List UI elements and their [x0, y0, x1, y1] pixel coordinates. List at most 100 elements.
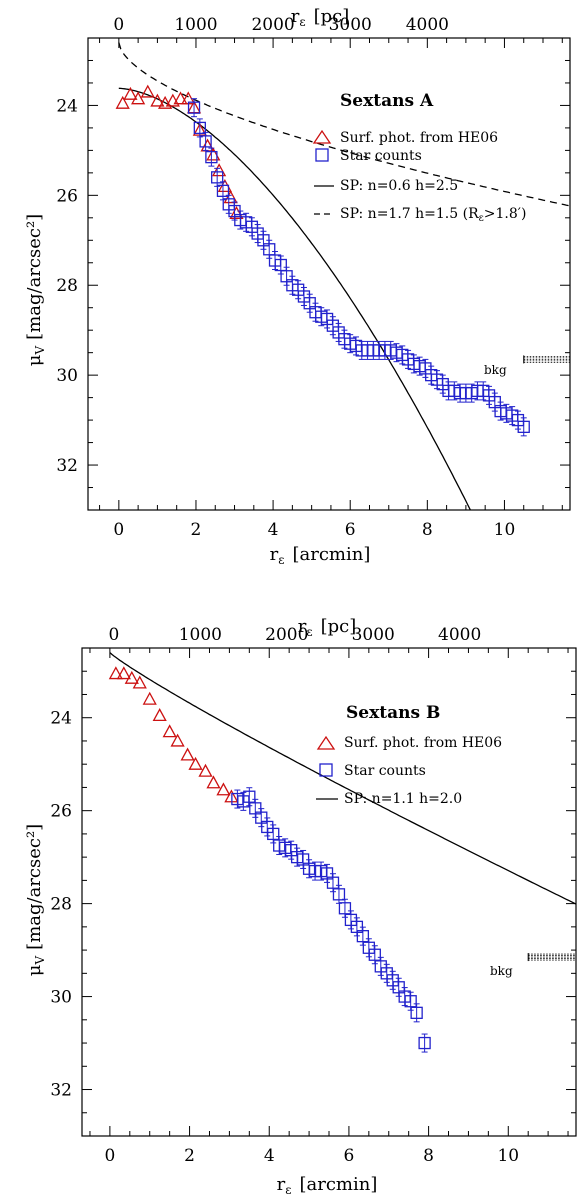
legend-photometry: Surf. phot. from HE06: [340, 130, 498, 146]
plot-border: [81, 647, 577, 1137]
square-marker: [418, 1036, 431, 1050]
square-marker: [332, 888, 346, 901]
x-tick-label: 2: [184, 1146, 195, 1166]
x-tick-label: 0: [104, 1146, 115, 1166]
plot-frame-b: [81, 647, 577, 1137]
y-axis-label: μV[mag/arcsec²]: [24, 214, 47, 366]
triangle-marker: [162, 724, 177, 738]
legend-stars: Star counts: [344, 763, 426, 779]
square-marker: [193, 121, 206, 135]
triangle-marker: [173, 91, 188, 105]
x-tick-label: 6: [344, 1146, 355, 1166]
triangle-marker: [131, 91, 146, 105]
triangle-marker: [116, 666, 131, 680]
triangle-marker: [115, 95, 130, 109]
legend-square-icon: [315, 148, 329, 162]
fit-curves-b: [109, 652, 576, 962]
square-marker: [211, 171, 224, 184]
triangle-marker: [150, 93, 165, 107]
y-tick-label: 28: [50, 895, 72, 915]
y-tick-label: 30: [56, 366, 78, 386]
legend-triangle-icon: [316, 735, 336, 750]
top-tick-label: 0: [108, 625, 119, 645]
x-tick-label: 8: [423, 1146, 434, 1166]
top-tick-label: 2000: [251, 15, 294, 35]
legend-fit1: SP: n=1.1 h=2.0: [344, 791, 462, 807]
triangle-marker: [206, 775, 221, 789]
square-marker: [187, 101, 201, 114]
chart-title: Sextans B: [346, 703, 440, 723]
y-tick-label: 26: [56, 186, 78, 206]
triangle-marker: [152, 708, 167, 722]
y-axis-label: μV[mag/arcsec²]: [24, 824, 47, 976]
triangle-marker: [124, 670, 139, 684]
triangle-marker: [170, 733, 185, 747]
triangle-marker: [140, 84, 155, 98]
x-tick-label: 10: [497, 1146, 519, 1166]
triangle-marker: [216, 782, 231, 796]
triangle-marker: [123, 86, 138, 100]
fit-curve-solid: [118, 87, 472, 510]
top-tick-label: 2000: [265, 625, 308, 645]
square-marker: [199, 135, 212, 148]
top-tick-label: 1000: [179, 625, 222, 645]
square-marker: [205, 150, 218, 164]
bkg-label: bkg: [484, 363, 507, 377]
top-axis-label: rε [pc]: [298, 616, 356, 639]
legend-fit1: SP: n=0.6 h=2.5: [340, 178, 458, 194]
fit-curves-a: [118, 42, 570, 510]
x-tick-label: 2: [191, 520, 202, 540]
triangle-marker: [132, 675, 147, 689]
legend-square-icon: [319, 763, 333, 777]
top-tick-label: 3000: [352, 625, 395, 645]
data-markers-b: [108, 666, 431, 1053]
y-tick-label: 30: [50, 988, 72, 1008]
legend-photometry: Surf. phot. from HE06: [344, 735, 502, 751]
top-tick-label: 4000: [406, 15, 449, 35]
y-tick-label: 32: [56, 456, 78, 476]
triangle-marker: [188, 756, 203, 770]
legend: Surf. phot. from HE06 Star counts SP: n=…: [312, 129, 526, 224]
legend-stars: Star counts: [340, 148, 422, 164]
legend-triangle-icon: [312, 129, 332, 144]
top-axis-label: rε [pc]: [291, 6, 349, 29]
triangle-marker: [198, 763, 213, 777]
plot-border: [87, 37, 571, 511]
x-tick-label: 4: [268, 520, 279, 540]
chart-title: Sextans A: [340, 91, 434, 111]
x-tick-label: 6: [345, 520, 356, 540]
x-tick-label: 0: [113, 520, 124, 540]
y-tick-label: 28: [56, 276, 78, 296]
bkg-label: bkg: [490, 964, 513, 978]
top-tick-label: 1000: [174, 15, 217, 35]
x-tick-label: 8: [422, 520, 433, 540]
square-marker: [410, 1006, 423, 1019]
y-tick-label: 24: [50, 709, 72, 729]
x-tick-label: 4: [264, 1146, 275, 1166]
legend-fit2: SP: n=1.7 h=1.5 (Rε>1.8′): [340, 206, 526, 224]
square-marker: [216, 184, 230, 197]
fit-curve-solid: [109, 652, 576, 905]
triangle-marker: [223, 190, 238, 204]
bottom-axis-label: rε [arcmin]: [270, 544, 371, 567]
triangle-marker: [108, 666, 123, 680]
bottom-axis-label: rε [arcmin]: [277, 1174, 378, 1197]
triangle-marker: [142, 691, 157, 705]
triangle-marker: [212, 163, 227, 177]
y-tick-label: 24: [56, 96, 78, 116]
square-marker: [517, 420, 530, 433]
x-tick-label: 10: [494, 520, 516, 540]
top-tick-label: 3000: [329, 15, 372, 35]
data-markers-a: [115, 84, 530, 437]
legend: Surf. phot. from HE06 Star counts SP: n=…: [316, 735, 502, 807]
y-tick-label: 26: [50, 802, 72, 822]
top-tick-label: 4000: [438, 625, 481, 645]
triangle-marker: [180, 747, 195, 761]
top-tick-label: 0: [113, 15, 124, 35]
y-tick-label: 32: [50, 1081, 72, 1101]
